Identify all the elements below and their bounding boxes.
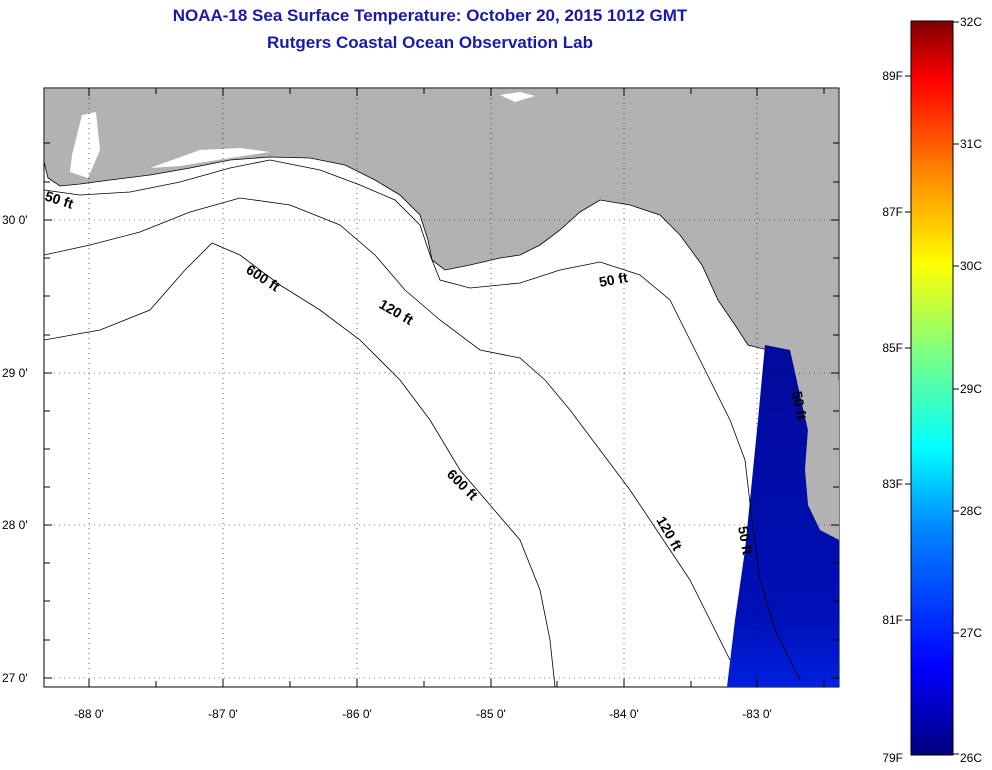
lat-label: 27 0' bbox=[2, 671, 28, 685]
lon-label: -83 0' bbox=[742, 707, 772, 721]
contour-120ft bbox=[44, 197, 731, 661]
colorbar-ticks bbox=[905, 21, 959, 755]
colorbar-label-fahrenheit: 79F bbox=[882, 751, 903, 765]
colorbar-label-fahrenheit: 83F bbox=[882, 477, 903, 491]
map-title: NOAA-18 Sea Surface Temperature: October… bbox=[172, 6, 688, 25]
colorbar-label-fahrenheit: 89F bbox=[882, 69, 903, 83]
map-subtitle: Rutgers Coastal Ocean Observation Lab bbox=[267, 33, 593, 52]
sst-swath bbox=[727, 345, 839, 687]
contour-600ft bbox=[44, 242, 556, 687]
bay-water bbox=[70, 112, 100, 178]
colorbar-label-celsius: 28C bbox=[960, 504, 982, 518]
lon-label: -84 0' bbox=[609, 707, 639, 721]
colorbar-label-fahrenheit: 85F bbox=[882, 341, 903, 355]
colorbar-label-celsius: 27C bbox=[960, 626, 982, 640]
contour-50ft bbox=[44, 159, 801, 681]
colorbar-label-celsius: 31C bbox=[960, 137, 982, 151]
land-mass bbox=[800, 380, 839, 540]
colorbar bbox=[910, 20, 954, 756]
lat-label: 29 0' bbox=[2, 366, 28, 380]
colorbar-label-celsius: 32C bbox=[960, 15, 982, 29]
lon-label: -88 0' bbox=[74, 707, 104, 721]
contour-label: 50 ft bbox=[735, 525, 756, 556]
colorbar-label-celsius: 30C bbox=[960, 259, 982, 273]
contour-label: 50 ft bbox=[789, 390, 810, 421]
colorbar-label-fahrenheit: 87F bbox=[882, 205, 903, 219]
contour-label: 50 ft bbox=[598, 269, 629, 290]
colorbar-label-fahrenheit: 81F bbox=[882, 613, 903, 627]
lon-label: -85 0' bbox=[476, 707, 506, 721]
colorbar-label-celsius: 26C bbox=[960, 751, 982, 765]
lon-label: -87 0' bbox=[208, 707, 238, 721]
lake bbox=[500, 92, 535, 102]
lon-label: -86 0' bbox=[342, 707, 372, 721]
lat-label: 30 0' bbox=[2, 213, 28, 227]
bay-water bbox=[150, 148, 270, 168]
axis-ticks bbox=[44, 88, 839, 687]
colorbar-label-celsius: 29C bbox=[960, 382, 982, 396]
lat-label: 28 0' bbox=[2, 518, 28, 532]
